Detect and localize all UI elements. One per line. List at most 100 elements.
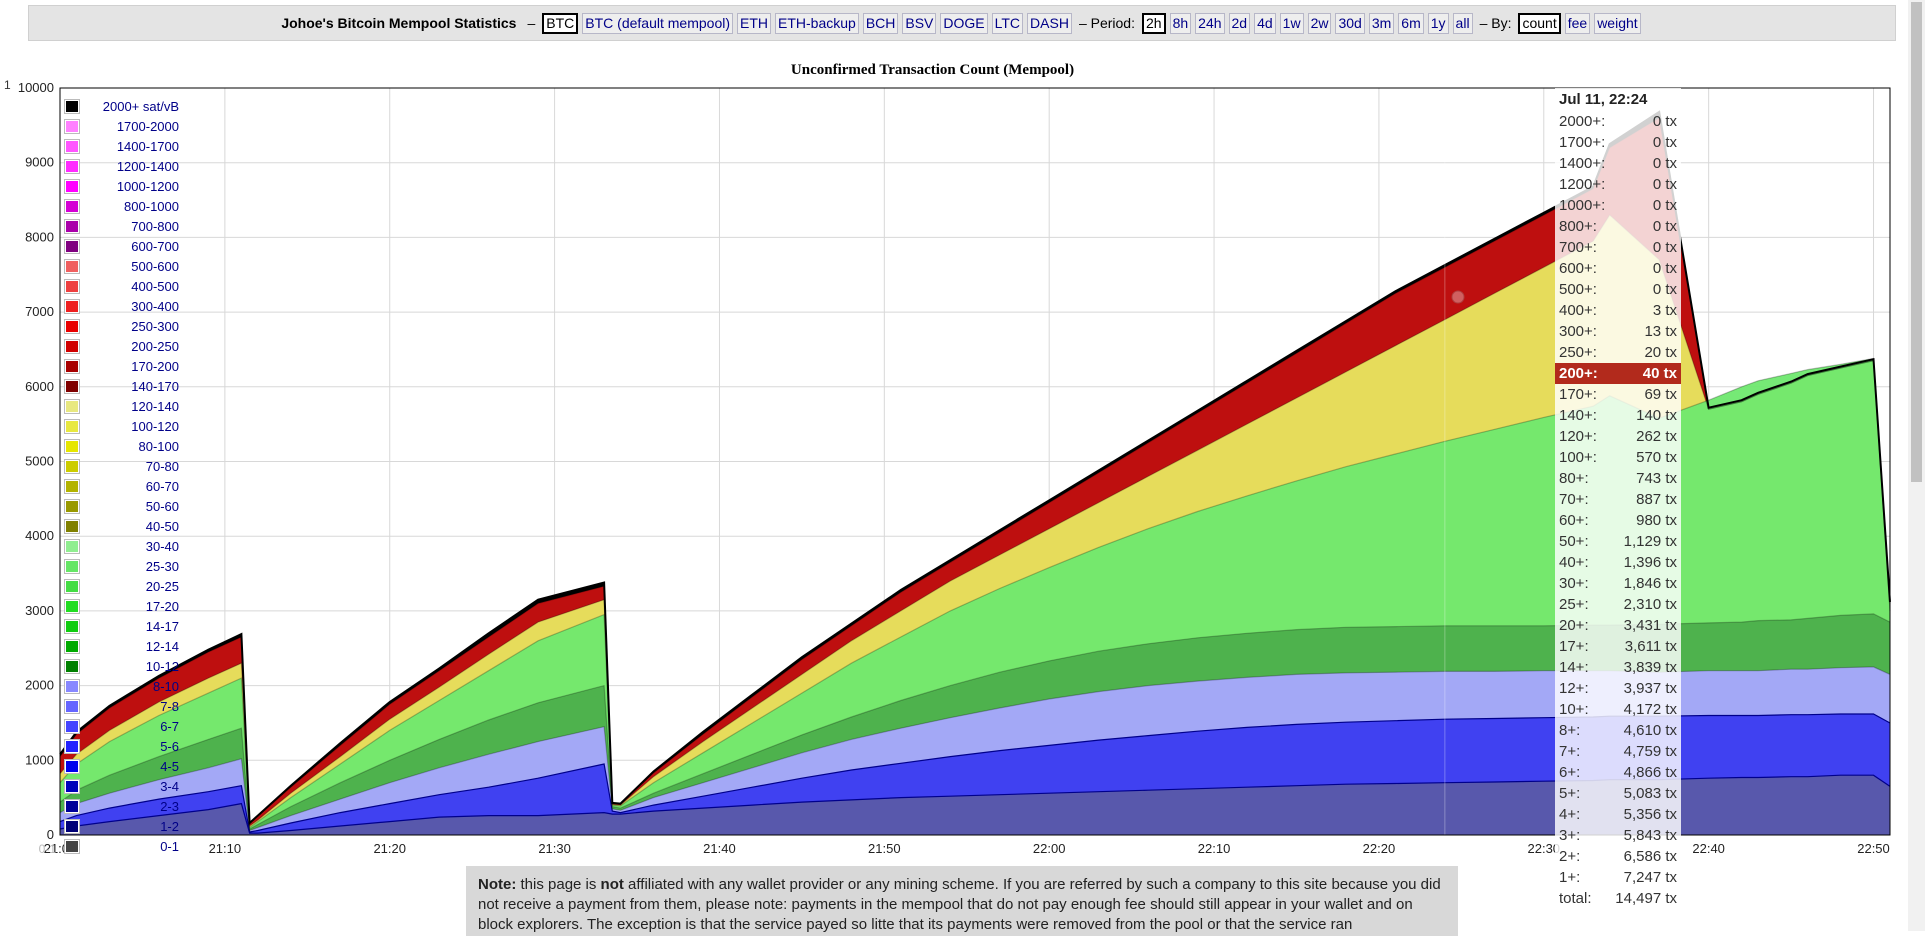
legend-item[interactable]: 1400-1700	[64, 136, 179, 156]
vertical-scrollbar[interactable]	[1908, 0, 1925, 931]
y-tick-label: 4000	[25, 528, 54, 543]
legend-item[interactable]: 300-400	[64, 296, 179, 316]
legend-item[interactable]: 20-25	[64, 576, 179, 596]
tooltip-row: 800+: 0 tx	[1555, 216, 1681, 237]
period-6m-button[interactable]: 6m	[1398, 12, 1424, 34]
period-1y-button[interactable]: 1y	[1427, 12, 1449, 34]
legend-item[interactable]: 10-12	[64, 656, 179, 676]
legend-item[interactable]: 50-60	[64, 496, 179, 516]
coin-dash-button[interactable]: DASH	[1027, 12, 1072, 34]
coin-btc-button[interactable]: BTC	[542, 12, 579, 34]
legend-item[interactable]: 12-14	[64, 636, 179, 656]
y-tick-label: 6000	[25, 379, 54, 394]
legend-swatch	[64, 738, 80, 754]
tooltip-row-value: 5,083 tx	[1623, 785, 1677, 802]
legend-swatch	[64, 778, 80, 794]
period-3m-button[interactable]: 3m	[1368, 12, 1395, 34]
y-tick-label: 3000	[25, 603, 54, 618]
legend-swatch	[64, 538, 80, 554]
legend-swatch	[64, 698, 80, 714]
legend-swatch	[64, 798, 80, 814]
legend-item[interactable]: 500-600	[64, 256, 179, 276]
legend-item[interactable]: 170-200	[64, 356, 179, 376]
tooltip-row: 2000+: 0 tx	[1555, 111, 1681, 132]
legend-item[interactable]: 30-40	[64, 536, 179, 556]
legend-item[interactable]: 250-300	[64, 316, 179, 336]
period-selector: 2h 8h 24h 2d 4d 1w 2w 30d 3m 6m 1y all	[1140, 12, 1475, 34]
period-1w-button[interactable]: 1w	[1279, 12, 1304, 34]
legend-label: 3-4	[160, 778, 179, 794]
coin-eth-button[interactable]: ETH	[737, 12, 771, 34]
by-count-button[interactable]: count	[1518, 12, 1561, 34]
legend-item[interactable]: 6-7	[64, 716, 179, 736]
legend-item[interactable]: 120-140	[64, 396, 179, 416]
tooltip-row-value: 1,129 tx	[1623, 533, 1677, 550]
scrollbar-thumb[interactable]	[1911, 2, 1922, 482]
tooltip-row: 170+: 69 tx	[1555, 384, 1681, 405]
x-tick-label: 22:20	[1363, 841, 1396, 856]
legend-label: 2000+ sat/vB	[102, 98, 179, 114]
period-24h-button[interactable]: 24h	[1195, 12, 1225, 34]
legend-item[interactable]: 200-250	[64, 336, 179, 356]
legend-item[interactable]: 600-700	[64, 236, 179, 256]
title-dash: –	[527, 15, 536, 31]
legend-item[interactable]: 0-1	[64, 836, 179, 856]
coin-eth-backup-button[interactable]: ETH-backup	[775, 12, 859, 34]
tooltip-row: 700+: 0 tx	[1555, 237, 1681, 258]
coin-btc-default-mempool-button[interactable]: BTC (default mempool)	[582, 12, 733, 34]
legend-item[interactable]: 140-170	[64, 376, 179, 396]
legend-item[interactable]: 700-800	[64, 216, 179, 236]
legend-item[interactable]: 60-70	[64, 476, 179, 496]
legend-swatch	[64, 658, 80, 674]
period-all-button[interactable]: all	[1452, 12, 1473, 34]
coin-ltc-button[interactable]: LTC	[991, 12, 1024, 34]
legend-item[interactable]: 800-1000	[64, 196, 179, 216]
coin-doge-button[interactable]: DOGE	[940, 12, 988, 34]
tooltip-row-label: 30+:	[1559, 575, 1589, 592]
tooltip-row: 200+: 40 tx	[1555, 363, 1681, 384]
tooltip-row: 4+: 5,356 tx	[1555, 804, 1681, 825]
legend-item[interactable]: 8-10	[64, 676, 179, 696]
period-2d-button[interactable]: 2d	[1228, 12, 1251, 34]
legend-item[interactable]: 17-20	[64, 596, 179, 616]
legend-item[interactable]: 100-120	[64, 416, 179, 436]
legend-item[interactable]: 1-2	[64, 816, 179, 836]
tooltip-row-value: 0 tx	[1652, 260, 1677, 277]
coin-bsv-button[interactable]: BSV	[902, 12, 937, 34]
y-tick-label: 7000	[25, 304, 54, 319]
legend-label: 20-25	[145, 578, 179, 594]
legend-item[interactable]: 80-100	[64, 436, 179, 456]
legend-item[interactable]: 3-4	[64, 776, 179, 796]
tooltip-row-value: 570 tx	[1636, 449, 1677, 466]
legend-item[interactable]: 4-5	[64, 756, 179, 776]
period-2w-button[interactable]: 2w	[1307, 12, 1332, 34]
period-30d-button[interactable]: 30d	[1335, 12, 1365, 34]
legend-item[interactable]: 5-6	[64, 736, 179, 756]
legend-swatch	[64, 358, 80, 374]
legend-item[interactable]: 1000-1200	[64, 176, 179, 196]
legend-item[interactable]: 2000+ sat/vB	[64, 96, 179, 116]
period-2h-button[interactable]: 2h	[1142, 12, 1166, 34]
legend-item[interactable]: 70-80	[64, 456, 179, 476]
tooltip-row: 1700+: 0 tx	[1555, 132, 1681, 153]
legend-item[interactable]: 1700-2000	[64, 116, 179, 136]
period-4d-button[interactable]: 4d	[1254, 12, 1276, 34]
legend-item[interactable]: 400-500	[64, 276, 179, 296]
legend-item[interactable]: 40-50	[64, 516, 179, 536]
legend-item[interactable]: 14-17	[64, 616, 179, 636]
legend-item[interactable]: 1200-1400	[64, 156, 179, 176]
legend-item[interactable]: 7-8	[64, 696, 179, 716]
tooltip-row: total: 14,497 tx	[1555, 888, 1681, 909]
legend-label: 800-1000	[124, 198, 179, 214]
legend-item[interactable]: 2-3	[64, 796, 179, 816]
legend-item[interactable]: 25-30	[64, 556, 179, 576]
coin-bch-button[interactable]: BCH	[862, 12, 899, 34]
period-8h-button[interactable]: 8h	[1169, 12, 1192, 34]
by-weight-button[interactable]: weight	[1594, 12, 1641, 34]
by-fee-button[interactable]: fee	[1564, 12, 1591, 34]
legend-swatch	[64, 138, 80, 154]
tooltip-row-value: 13 tx	[1644, 323, 1677, 340]
tooltip-row-value: 0 tx	[1652, 281, 1677, 298]
tooltip-row: 120+: 262 tx	[1555, 426, 1681, 447]
